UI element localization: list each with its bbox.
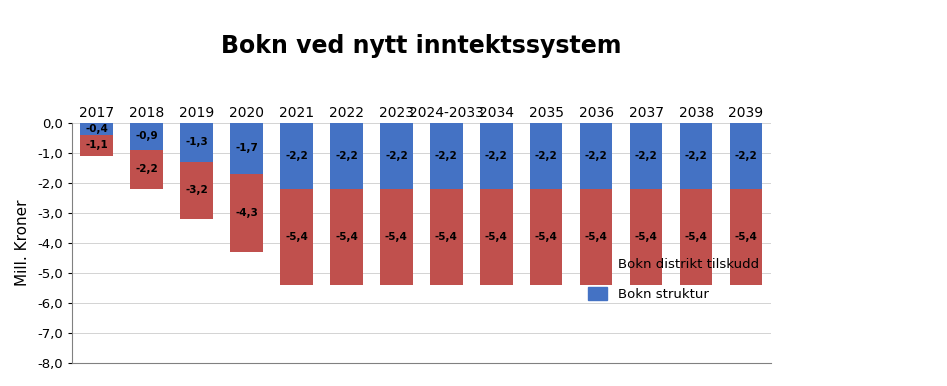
Text: -1,7: -1,7 — [235, 143, 258, 153]
Bar — [730, 123, 762, 189]
Text: -2,2: -2,2 — [535, 151, 558, 161]
Bar — [280, 123, 313, 189]
Bar — [131, 123, 163, 150]
Bar — [580, 123, 613, 285]
Text: -2,2: -2,2 — [634, 151, 657, 161]
Text: -5,4: -5,4 — [685, 232, 707, 242]
Title: Bokn ved nytt inntektssystem: Bokn ved nytt inntektssystem — [221, 34, 621, 58]
Bar — [180, 123, 213, 162]
Bar — [580, 123, 613, 189]
Bar — [230, 123, 262, 174]
Text: -2,2: -2,2 — [135, 164, 158, 174]
Text: -0,4: -0,4 — [85, 124, 108, 134]
Text: -2,2: -2,2 — [385, 151, 408, 161]
Bar — [730, 123, 762, 285]
Bar — [630, 123, 662, 285]
Bar — [331, 123, 363, 189]
Bar — [380, 123, 413, 285]
Text: -5,4: -5,4 — [735, 232, 758, 242]
Text: -2,2: -2,2 — [585, 151, 608, 161]
Bar — [480, 123, 512, 285]
Text: -2,2: -2,2 — [485, 151, 508, 161]
Text: -2,2: -2,2 — [285, 151, 308, 161]
Text: -0,9: -0,9 — [135, 131, 158, 141]
Text: -4,3: -4,3 — [235, 208, 258, 218]
Y-axis label: Mill. Kroner: Mill. Kroner — [15, 200, 30, 286]
Text: -1,1: -1,1 — [85, 140, 108, 150]
Text: -2,2: -2,2 — [335, 151, 358, 161]
Text: -5,4: -5,4 — [485, 232, 508, 242]
Bar — [430, 123, 462, 189]
Bar — [630, 123, 662, 189]
Bar — [131, 123, 163, 189]
Text: -5,4: -5,4 — [584, 232, 608, 242]
Bar — [280, 123, 313, 285]
Bar — [430, 123, 462, 285]
Legend: Bokn distrikt tilskudd, Bokn struktur: Bokn distrikt tilskudd, Bokn struktur — [582, 252, 764, 306]
Text: -5,4: -5,4 — [435, 232, 457, 242]
Text: -5,4: -5,4 — [535, 232, 558, 242]
Text: -5,4: -5,4 — [335, 232, 358, 242]
Bar — [530, 123, 563, 285]
Text: -3,2: -3,2 — [186, 185, 208, 195]
Bar — [180, 123, 213, 219]
Text: -1,3: -1,3 — [186, 137, 208, 147]
Bar — [680, 123, 712, 189]
Text: -2,2: -2,2 — [435, 151, 457, 161]
Bar — [380, 123, 413, 189]
Bar — [80, 123, 113, 135]
Bar — [230, 123, 262, 252]
Text: -2,2: -2,2 — [735, 151, 758, 161]
Text: -5,4: -5,4 — [634, 232, 657, 242]
Bar — [331, 123, 363, 285]
Bar — [80, 123, 113, 156]
Bar — [480, 123, 512, 189]
Bar — [680, 123, 712, 285]
Text: -5,4: -5,4 — [384, 232, 408, 242]
Text: -2,2: -2,2 — [685, 151, 707, 161]
Bar — [530, 123, 563, 189]
Text: -5,4: -5,4 — [285, 232, 308, 242]
